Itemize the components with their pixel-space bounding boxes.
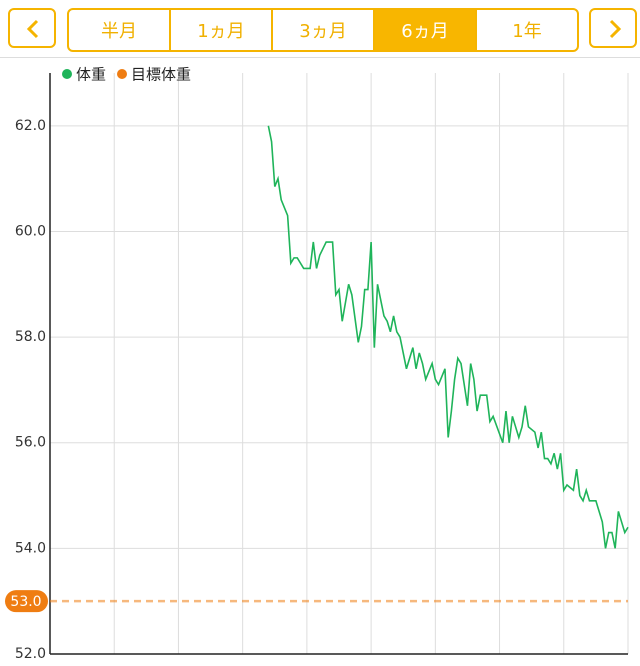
prev-button[interactable] <box>8 8 56 48</box>
period-tab[interactable]: 半月 <box>101 21 137 42</box>
period-tab[interactable]: 1ヵ月 <box>169 10 271 50</box>
series-line <box>267 125 629 549</box>
legend-marker <box>62 69 72 79</box>
chart: 52.0 54.0 56.0 58.0 60.0 62.0 53.0 体重 目標体重 <box>5 66 629 662</box>
legend-label: 体重 <box>76 66 106 84</box>
y-tick-label: 60.0 <box>15 223 46 239</box>
y-tick-label: 58.0 <box>15 329 46 345</box>
y-tick-label: 56.0 <box>15 435 46 451</box>
legend-label: 目標体重 <box>131 66 191 84</box>
y-tick-label: 54.0 <box>15 540 46 556</box>
toolbar: 半月 1ヵ月 3ヵ月 6ヵ月 1年 <box>0 0 640 58</box>
period-tab[interactable]: 6ヵ月 <box>373 10 475 50</box>
target-label: 53.0 <box>10 594 41 610</box>
y-tick-label: 52.0 <box>15 646 46 662</box>
period-tab[interactable]: 3ヵ月 <box>271 10 373 50</box>
target-badge <box>5 590 48 613</box>
period-tab[interactable]: 1年 <box>475 10 577 50</box>
next-button[interactable] <box>589 8 637 48</box>
legend-marker <box>117 69 127 79</box>
period-tabs: 半月 1ヵ月 3ヵ月 6ヵ月 1年 <box>67 8 579 52</box>
y-tick-label: 62.0 <box>15 118 46 134</box>
